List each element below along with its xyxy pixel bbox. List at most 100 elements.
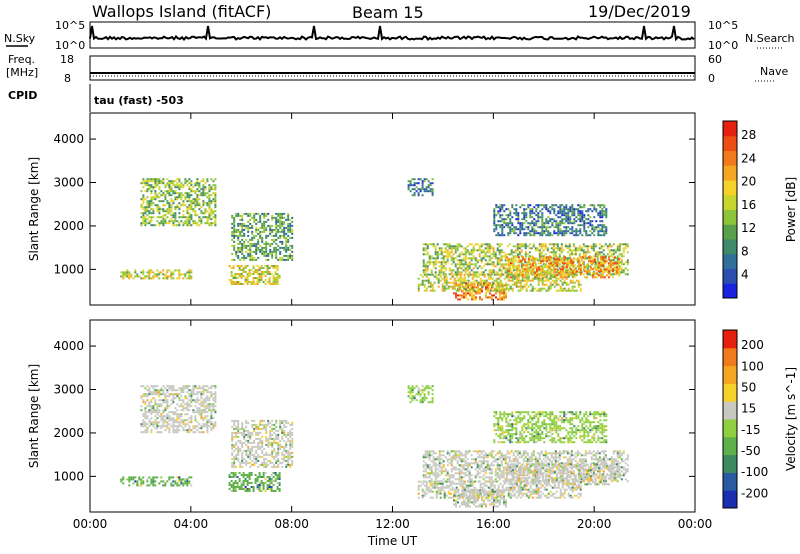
range-cell [539,272,542,275]
colorbar-swatch [723,253,737,269]
range-cell [160,222,163,225]
range-cell [555,222,558,225]
range-cell [206,389,209,392]
range-cell [234,277,237,279]
range-cell [523,260,526,263]
range-cell [586,249,589,252]
range-cell [269,421,272,424]
range-cell [480,267,483,270]
range-cell [547,289,550,292]
range-cell [442,259,445,262]
range-cell [248,273,251,275]
range-cell [198,218,201,221]
range-cell [156,425,159,428]
range-cell [436,251,439,254]
range-cell [148,275,151,278]
nsearch-label: N.Search [745,32,795,45]
range-cell [545,220,548,223]
range-cell [539,204,542,207]
range-cell [251,441,254,444]
range-cell [556,245,559,248]
range-cell [253,214,256,217]
range-cell [494,253,497,256]
range-cell [236,277,239,279]
range-cell [538,249,541,252]
range-cell [239,449,242,452]
range-cell [251,244,254,247]
range-cell [243,240,246,243]
range-cell [140,482,143,485]
range-cell [182,216,185,219]
range-cell [459,283,462,286]
range-cell [164,409,167,412]
range-cell [436,255,439,258]
range-cell [142,200,145,203]
range-cell [423,289,426,292]
range-cell [263,214,266,217]
range-cell [166,427,169,430]
range-cell [264,275,267,277]
range-cell [281,228,284,231]
range-cell [204,405,207,408]
range-cell [238,480,241,482]
range-cell [541,212,544,215]
range-cell [559,228,562,231]
range-cell [606,247,609,250]
range-cell [523,204,526,207]
range-cell [515,272,518,275]
range-cell [425,178,428,181]
range-cell [184,220,187,223]
range-cell [544,243,547,246]
range-cell [170,277,173,280]
range-cell [168,393,171,396]
range-cell [546,247,549,250]
range-cell [533,262,536,265]
range-cell [279,236,282,239]
range-cell [271,230,274,233]
range-cell [182,482,185,485]
range-cell [521,275,524,278]
range-cell [485,281,488,284]
range-cell [146,423,149,426]
range-cell [283,246,286,249]
range-cell [208,208,211,211]
range-cell [243,461,246,464]
range-cell [569,220,572,223]
range-cell [174,196,177,199]
range-cell [150,212,153,215]
range-cell [156,403,159,406]
range-cell [601,272,604,275]
range-cell [258,488,261,490]
range-cell [473,298,475,301]
range-cell [168,405,171,408]
range-cell [457,298,459,301]
range-cell [517,268,520,271]
range-cell [493,220,496,223]
range-cell [424,271,427,274]
range-cell [253,250,256,253]
range-cell [446,257,449,260]
range-cell [454,450,457,453]
range-cell [152,188,155,191]
range-cell [499,224,502,227]
range-cell [469,294,471,297]
range-cell [583,214,586,217]
range-cell [257,431,260,434]
range-cell [556,247,559,250]
range-cell [255,427,258,430]
range-cell [265,212,268,215]
range-cell [245,244,248,247]
range-cell [247,431,250,434]
range-cell [231,216,234,219]
range-cell [279,425,282,428]
range-cell [577,264,580,267]
range-cell [192,425,195,428]
range-cell [241,455,244,458]
range-cell [567,218,570,221]
range-cell [140,431,143,434]
range-cell [273,240,276,243]
range-cell [497,283,500,286]
range-cell [460,267,463,270]
range-cell [252,267,255,269]
range-cell [493,216,496,219]
